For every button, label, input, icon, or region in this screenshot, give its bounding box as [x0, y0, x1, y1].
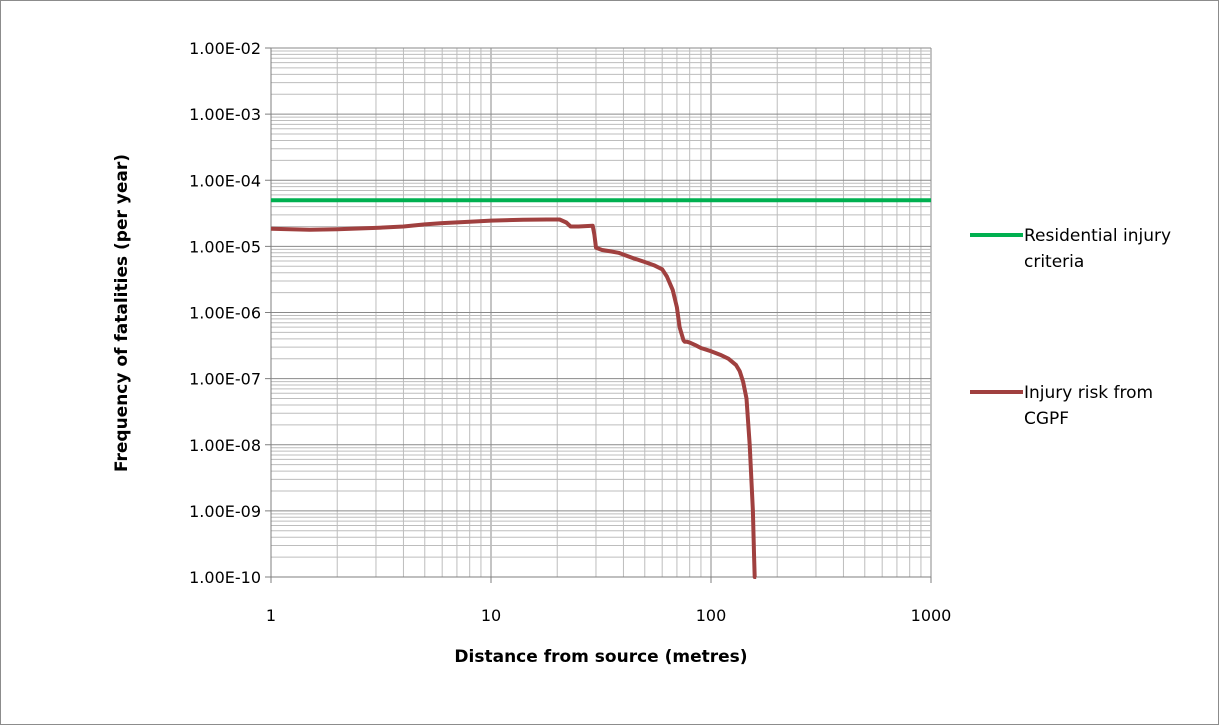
x-tick-label: 1 [266, 606, 276, 625]
x-axis-title: Distance from source (metres) [454, 647, 747, 667]
legend-label-1: Residential injury [1024, 226, 1171, 246]
legend-label-2-line2: CGPF [1024, 409, 1069, 429]
x-tick-label: 10 [481, 606, 501, 625]
y-tick-label: 1.00E-09 [189, 502, 261, 521]
legend-label-1-line2: criteria [1024, 252, 1084, 272]
gridlines [270, 47, 932, 578]
y-axis-ticks: 1.00E-10 1.00E-09 1.00E-08 1.00E-07 1.00E-06… [189, 39, 271, 587]
x-axis-ticks: 1 10 100 1000 [266, 577, 951, 625]
legend: Residential injury criteria Injury risk fr… [970, 226, 1171, 429]
y-tick-label: 1.00E-03 [189, 105, 261, 124]
y-tick-label: 1.00E-08 [189, 436, 261, 455]
y-tick-label: 1.00E-05 [189, 237, 261, 256]
series-line-2 [270, 217, 758, 579]
y-tick-label: 1.00E-07 [189, 370, 261, 389]
series-layer [270, 198, 931, 579]
y-tick-label: 1.00E-10 [189, 568, 261, 587]
legend-label-2: Injury risk from [1024, 383, 1153, 403]
x-tick-label: 1000 [911, 606, 952, 625]
y-tick-label: 1.00E-06 [189, 304, 261, 323]
y-tick-label: 1.00E-02 [189, 39, 261, 58]
x-tick-label: 100 [696, 606, 727, 625]
y-axis-title: Frequency of fatalities (per year) [112, 154, 132, 472]
y-tick-label: 1.00E-04 [189, 171, 261, 190]
